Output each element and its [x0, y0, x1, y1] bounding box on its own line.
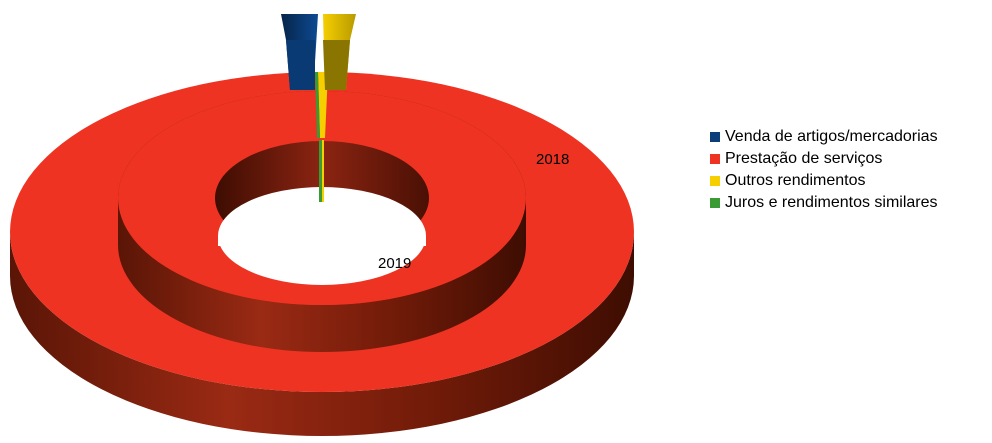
legend-label-venda: Venda de artigos/mercadorias	[725, 128, 938, 145]
slice-venda-front	[286, 40, 315, 90]
ring-2019-side	[118, 198, 526, 352]
slice-outros-front	[323, 40, 350, 90]
legend-swatch-outros	[710, 176, 720, 186]
doughnut-chart-svg: 2018 2019	[10, 14, 634, 436]
legend-label-outros: Outros rendimentos	[725, 172, 866, 189]
legend-label-prestacao: Prestação de serviços	[725, 150, 883, 167]
ring-2018-side	[10, 232, 634, 436]
legend-swatch-venda	[710, 132, 720, 142]
ring-label-2019: 2019	[378, 255, 411, 272]
hole-floor-fill	[218, 236, 426, 246]
legend-swatch-prestacao	[710, 154, 720, 164]
legend-label-juros: Juros e rendimentos similares	[725, 194, 938, 211]
chart-legend: Venda de artigos/mercadorias Prestação d…	[710, 126, 938, 214]
slice-2019-outros	[322, 140, 324, 202]
legend-item-outros: Outros rendimentos	[710, 170, 938, 192]
legend-item-venda: Venda de artigos/mercadorias	[710, 126, 938, 148]
ring-label-2018: 2018	[536, 151, 569, 168]
doughnut-chart: 2018 2019	[10, 14, 634, 436]
slice-2018-juros	[315, 72, 320, 138]
slice-2019-juros	[319, 140, 322, 202]
legend-item-juros: Juros e rendimentos similares	[710, 192, 938, 214]
legend-item-prestacao: Prestação de serviços	[710, 148, 938, 170]
legend-swatch-juros	[710, 198, 720, 208]
